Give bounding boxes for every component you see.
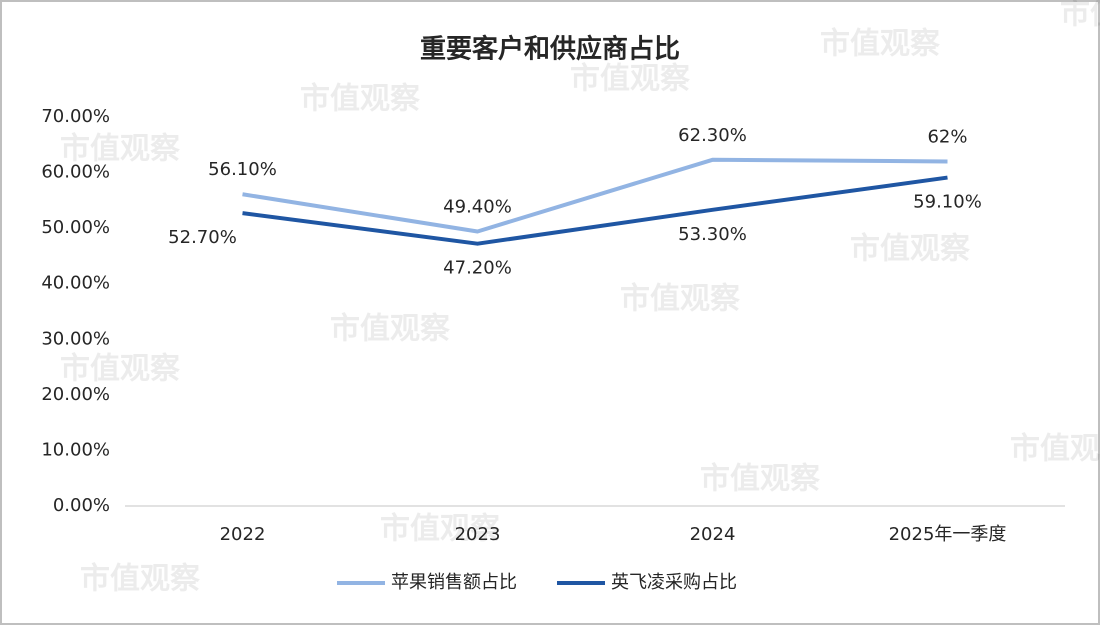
watermarks: 市值观察市值观察市值观察市值观察市值观察市值观察市值观察市值观察市值观察市值观察…: [60, 0, 1100, 597]
data-label: 47.20%: [443, 258, 512, 279]
watermark: 市值观察: [300, 82, 421, 117]
data-label: 52.70%: [168, 227, 237, 248]
legend-label: 英飞凌采购占比: [611, 572, 737, 593]
watermark: 市值观察: [820, 27, 941, 62]
y-tick-label: 0.00%: [53, 495, 110, 516]
y-tick-label: 50.00%: [41, 217, 110, 238]
y-tick-label: 70.00%: [41, 106, 110, 127]
x-tick-label: 2022: [220, 524, 266, 545]
data-label: 49.40%: [443, 196, 512, 217]
chart-title: 重要客户和供应商占比: [420, 34, 680, 65]
data-label: 56.10%: [208, 159, 277, 180]
watermark: 市值观察: [700, 462, 821, 497]
data-label: 62.30%: [678, 125, 747, 146]
y-tick-label: 20.00%: [41, 384, 110, 405]
watermark: 市值观察: [620, 282, 741, 317]
watermark: 市值观察: [60, 352, 181, 387]
y-tick-label: 60.00%: [41, 162, 110, 183]
data-label: 53.30%: [678, 224, 747, 245]
y-tick-label: 30.00%: [41, 328, 110, 349]
watermark: 市值观察: [850, 232, 971, 267]
watermark: 市值观察: [570, 62, 691, 97]
x-tick-label: 2023: [455, 524, 501, 545]
y-tick-label: 40.00%: [41, 273, 110, 294]
watermark: 市值观察: [330, 312, 451, 347]
line: [242, 175, 948, 246]
watermark: 市值观察: [60, 132, 181, 167]
watermark: 市值观察: [1060, 0, 1100, 32]
y-tick-label: 10.00%: [41, 439, 110, 460]
watermark: 市值观察: [80, 562, 201, 597]
line: [242, 157, 948, 234]
watermark: 市值观察: [380, 512, 501, 547]
legend-label: 苹果销售额占比: [391, 572, 517, 593]
watermark: 市值观察: [1010, 432, 1100, 467]
data-label: 59.10%: [913, 192, 982, 213]
x-tick-label: 2024: [690, 524, 736, 545]
x-tick-label: 2025年一季度: [889, 524, 1007, 545]
data-label: 62%: [927, 126, 967, 147]
